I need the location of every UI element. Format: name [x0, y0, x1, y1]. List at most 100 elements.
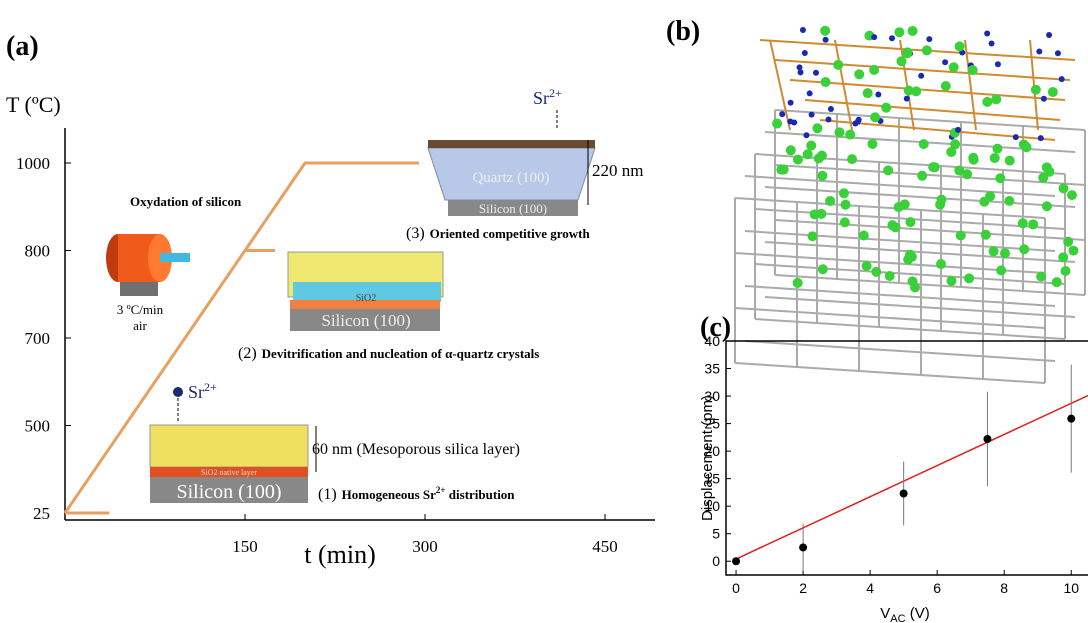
atom: [991, 94, 1001, 104]
atom: [800, 27, 806, 33]
atom: [793, 278, 803, 288]
annotation: Silicon (100): [321, 311, 410, 330]
atom: [802, 50, 808, 56]
atom: [875, 91, 881, 97]
atom: [1068, 246, 1078, 256]
lattice-line: [735, 198, 1045, 218]
lattice-line: [775, 220, 1085, 240]
atom: [772, 119, 782, 129]
y-tick-label: 30: [704, 388, 720, 404]
atom: [918, 73, 924, 79]
y-tick-label: 40: [704, 333, 720, 349]
y-tick-label: 500: [25, 417, 51, 436]
x-tick-label: 6: [933, 580, 941, 596]
atom: [900, 199, 910, 209]
atom: [798, 69, 804, 75]
atom: [806, 140, 816, 150]
atom: [835, 127, 845, 137]
superscript: 2+: [436, 485, 446, 495]
atom: [779, 165, 789, 175]
atom: [845, 130, 855, 140]
annotation: Silicon (100): [177, 481, 282, 503]
atom: [855, 119, 861, 125]
atom: [807, 90, 813, 96]
ion-label: Sr: [533, 88, 549, 108]
atom: [926, 36, 932, 42]
atom: [803, 132, 809, 138]
atom: [981, 230, 991, 240]
axis-unit: (V): [906, 605, 930, 622]
atom: [992, 144, 1002, 154]
atom: [996, 265, 1006, 275]
y-tick-label: 0: [712, 553, 720, 569]
annotation: (2)Devitrification and nucleation of α-q…: [238, 345, 539, 362]
atom: [1041, 96, 1047, 102]
atom: [841, 200, 851, 210]
atom: [905, 217, 915, 227]
atom: [820, 26, 830, 36]
data-point: [1067, 415, 1075, 423]
atom: [936, 195, 946, 205]
atom: [862, 261, 872, 271]
atom: [885, 271, 895, 281]
atom: [839, 188, 849, 198]
atom: [889, 35, 895, 41]
subscript: AC: [890, 613, 905, 623]
y-tick-label: 25: [33, 504, 50, 523]
atom: [833, 60, 843, 70]
atom: [1038, 173, 1048, 183]
atom: [904, 96, 910, 102]
atom: [803, 149, 813, 159]
atom: [942, 59, 948, 65]
atom: [908, 26, 918, 36]
atom: [818, 264, 828, 274]
atom: [894, 27, 904, 37]
atom: [930, 162, 940, 172]
atom: [896, 56, 906, 66]
y-tick-label: 35: [704, 361, 720, 377]
ion: [173, 387, 183, 397]
annotation: Sr2+: [533, 86, 562, 108]
atom: [812, 123, 822, 133]
atom: [1055, 50, 1061, 56]
atom: [817, 151, 827, 161]
atom: [968, 65, 978, 75]
x-tick-label: 300: [412, 537, 438, 556]
annotation: 220 nm: [592, 161, 643, 180]
atom: [1046, 32, 1052, 38]
atom: [867, 139, 877, 149]
x-tick-label: 2: [799, 580, 807, 596]
atom: [1063, 237, 1073, 247]
lattice-line: [745, 286, 1055, 306]
ion-label: Sr: [188, 382, 204, 402]
quartz-top: [428, 140, 595, 148]
atom: [1019, 244, 1029, 254]
atom: [854, 69, 864, 79]
atom: [911, 86, 921, 96]
atom: [1036, 49, 1042, 55]
y-tick-label: 20: [704, 443, 720, 459]
atom: [910, 283, 920, 293]
atom: [995, 61, 1001, 67]
atom: [863, 88, 873, 98]
atom: [1028, 219, 1038, 229]
atom: [1052, 277, 1062, 287]
atom: [984, 30, 990, 36]
furnace-base: [120, 282, 158, 296]
atom: [954, 165, 964, 175]
y-tick-label: 25: [704, 416, 720, 432]
atom: [786, 145, 796, 155]
atom: [1000, 248, 1010, 258]
data-point: [732, 557, 740, 565]
lattice-line: [765, 187, 1075, 207]
atom: [869, 65, 879, 75]
atom: [917, 171, 927, 181]
annotation: air: [133, 318, 147, 333]
axis-symbol: V: [880, 605, 890, 622]
atom: [808, 231, 818, 241]
atom: [840, 217, 850, 227]
atom: [968, 153, 978, 163]
plot-frame: [726, 341, 1088, 575]
annotation: 3 ºC/min: [117, 302, 164, 317]
atom: [797, 64, 803, 70]
